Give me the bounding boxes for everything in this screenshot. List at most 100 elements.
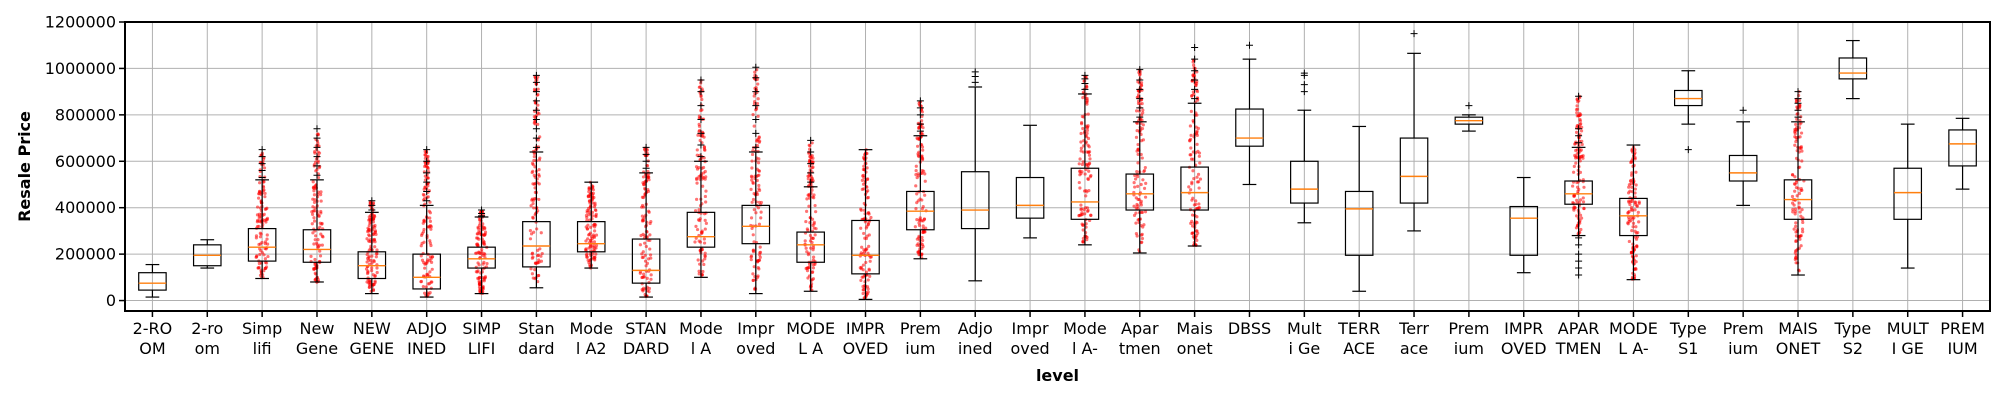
data-point <box>258 235 263 239</box>
data-point <box>921 238 925 243</box>
data-point <box>1135 169 1139 174</box>
data-point <box>918 218 922 222</box>
data-point <box>477 263 481 267</box>
data-point <box>1797 106 1802 110</box>
data-point <box>866 290 870 294</box>
data-point <box>1626 191 1631 195</box>
data-point <box>1196 149 1200 153</box>
outlier-marker <box>1575 241 1583 249</box>
data-point <box>419 244 423 248</box>
data-point <box>481 225 485 229</box>
data-point <box>316 175 321 180</box>
box <box>1125 173 1155 211</box>
outlier-marker <box>1739 106 1747 114</box>
data-point <box>811 277 816 281</box>
data-point <box>536 254 540 258</box>
data-point <box>808 144 812 148</box>
data-point <box>313 238 317 242</box>
data-point <box>749 216 754 220</box>
outlier-marker <box>752 102 760 110</box>
data-point <box>1793 127 1797 132</box>
data-point <box>373 229 377 233</box>
box <box>1728 154 1758 182</box>
data-point <box>1794 122 1798 127</box>
data-point <box>923 230 927 234</box>
data-point <box>647 210 651 214</box>
data-point <box>367 227 371 232</box>
data-point <box>702 237 706 241</box>
data-point <box>757 169 761 173</box>
y-tick-label: 1200000 <box>45 13 116 32</box>
box <box>1015 176 1045 219</box>
data-point <box>1800 208 1804 212</box>
data-point <box>1079 140 1083 144</box>
data-point <box>1077 162 1081 166</box>
outlier-marker <box>697 141 705 149</box>
data-point <box>1578 198 1583 202</box>
outlier-marker <box>532 71 540 79</box>
data-point <box>1578 213 1583 217</box>
outlier-marker <box>258 174 266 182</box>
data-point <box>367 248 372 252</box>
data-point <box>254 234 259 238</box>
data-point <box>1633 187 1637 191</box>
data-point <box>589 225 593 229</box>
data-point <box>536 103 540 107</box>
data-point <box>374 255 378 259</box>
data-point <box>319 190 323 194</box>
data-point <box>813 203 817 208</box>
data-point <box>428 255 432 259</box>
data-point <box>1085 190 1089 194</box>
data-point <box>1197 202 1201 206</box>
data-point <box>1139 152 1143 157</box>
data-point <box>808 239 813 243</box>
data-point <box>1631 221 1636 225</box>
data-point <box>531 182 535 186</box>
point-cloud <box>803 141 818 292</box>
data-point <box>814 210 818 214</box>
data-point <box>915 218 919 222</box>
data-point <box>426 195 430 199</box>
data-point <box>1190 219 1194 223</box>
data-point <box>312 193 317 197</box>
data-point <box>482 233 487 237</box>
outlier-marker <box>642 157 650 165</box>
data-point <box>367 223 371 228</box>
data-point <box>1078 173 1082 177</box>
data-point <box>756 275 760 279</box>
data-point <box>1139 182 1143 187</box>
data-point <box>584 239 588 243</box>
data-point <box>645 276 649 280</box>
data-point <box>1134 177 1138 181</box>
data-point <box>530 272 535 276</box>
data-point <box>757 135 761 139</box>
data-point <box>420 258 425 262</box>
data-point <box>1086 177 1090 181</box>
data-point <box>1142 186 1147 190</box>
data-point <box>806 193 810 197</box>
data-point <box>1141 225 1145 229</box>
data-point <box>806 177 810 181</box>
outlier-marker <box>313 171 321 179</box>
data-point <box>1627 239 1631 244</box>
data-point <box>1630 173 1634 177</box>
data-point <box>1081 223 1085 227</box>
data-point <box>859 278 863 283</box>
data-point <box>917 223 922 227</box>
data-point <box>1190 213 1195 217</box>
data-point <box>867 244 871 249</box>
data-point <box>1087 153 1092 157</box>
data-point <box>370 261 374 265</box>
data-point <box>1085 150 1089 154</box>
data-point <box>646 188 650 192</box>
data-point <box>313 151 317 155</box>
data-point <box>1189 188 1193 192</box>
data-point <box>586 223 590 227</box>
data-point <box>638 243 642 247</box>
data-point <box>1627 200 1631 204</box>
data-point <box>423 153 427 157</box>
data-point <box>316 245 320 249</box>
data-point <box>258 206 263 210</box>
data-point <box>756 206 761 210</box>
x-tick-label: Prem ium <box>1723 319 1764 358</box>
